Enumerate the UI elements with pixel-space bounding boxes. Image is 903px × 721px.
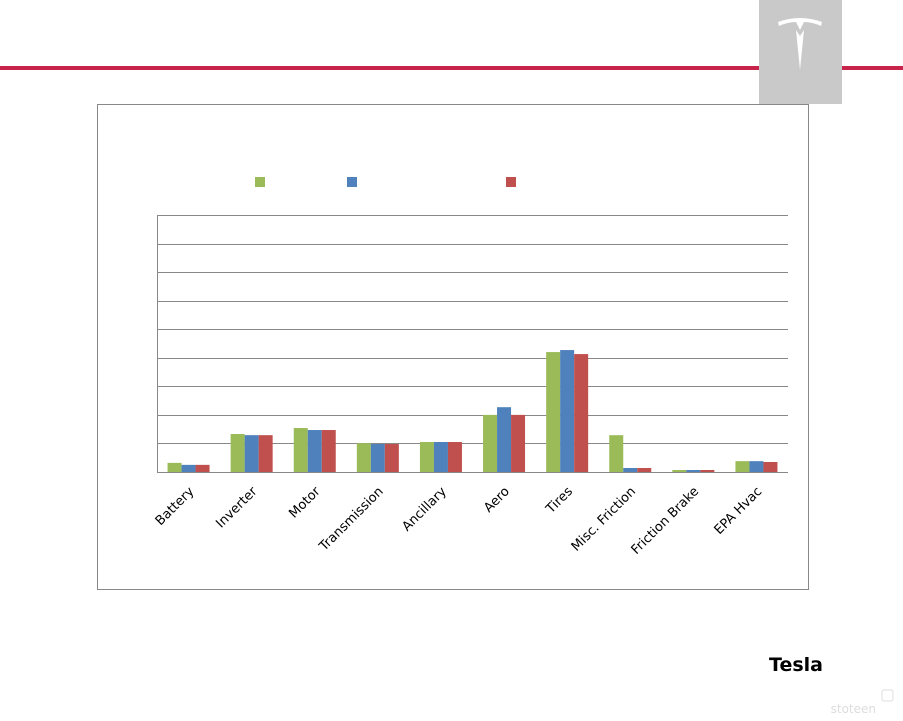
bar <box>167 462 182 472</box>
bar <box>609 435 624 472</box>
chart-frame <box>97 104 809 590</box>
x-tick-label: Aero <box>481 484 513 516</box>
bar <box>672 470 687 472</box>
x-tick-label: Ancillary <box>399 484 450 535</box>
tesla-logo <box>778 18 822 70</box>
bar <box>293 428 308 472</box>
bar <box>258 435 273 472</box>
x-tick-label: Battery <box>153 484 198 529</box>
bar <box>244 435 259 472</box>
legend-swatch <box>255 177 265 187</box>
bar <box>637 468 652 472</box>
legend-swatch <box>347 177 357 187</box>
bar <box>700 470 715 472</box>
bar <box>307 430 322 472</box>
bar <box>433 442 448 472</box>
x-tick-label: Friction Brake <box>629 484 703 558</box>
bar <box>370 444 385 472</box>
bar <box>560 350 575 472</box>
bar <box>511 414 526 472</box>
watermark: stoteen <box>831 702 876 716</box>
bar <box>230 434 245 472</box>
bar <box>574 354 589 472</box>
bar <box>195 464 210 472</box>
bar <box>181 464 196 472</box>
brand: Tesla <box>769 654 823 676</box>
x-tick-label: Inverter <box>213 484 261 532</box>
bar <box>483 414 498 472</box>
header-rule <box>0 66 903 70</box>
bar <box>735 461 750 472</box>
bar <box>546 352 561 472</box>
bar <box>384 444 399 472</box>
watermark-icon <box>881 689 894 702</box>
bar <box>686 470 701 472</box>
bar <box>497 407 512 472</box>
bar <box>623 468 638 472</box>
x-tick-label: Motor <box>286 484 324 522</box>
bar <box>356 443 371 472</box>
x-tick-label: Tires <box>543 484 576 517</box>
bar <box>321 430 336 472</box>
legend-swatch <box>506 177 516 187</box>
bar <box>749 461 764 472</box>
bar <box>419 442 434 472</box>
x-tick-label: Misc. Friction <box>569 484 639 554</box>
bar <box>763 462 778 472</box>
x-tick-label: Transmission <box>316 484 387 555</box>
x-tick-label: EPA Hvac <box>712 484 766 538</box>
bar <box>447 442 462 472</box>
